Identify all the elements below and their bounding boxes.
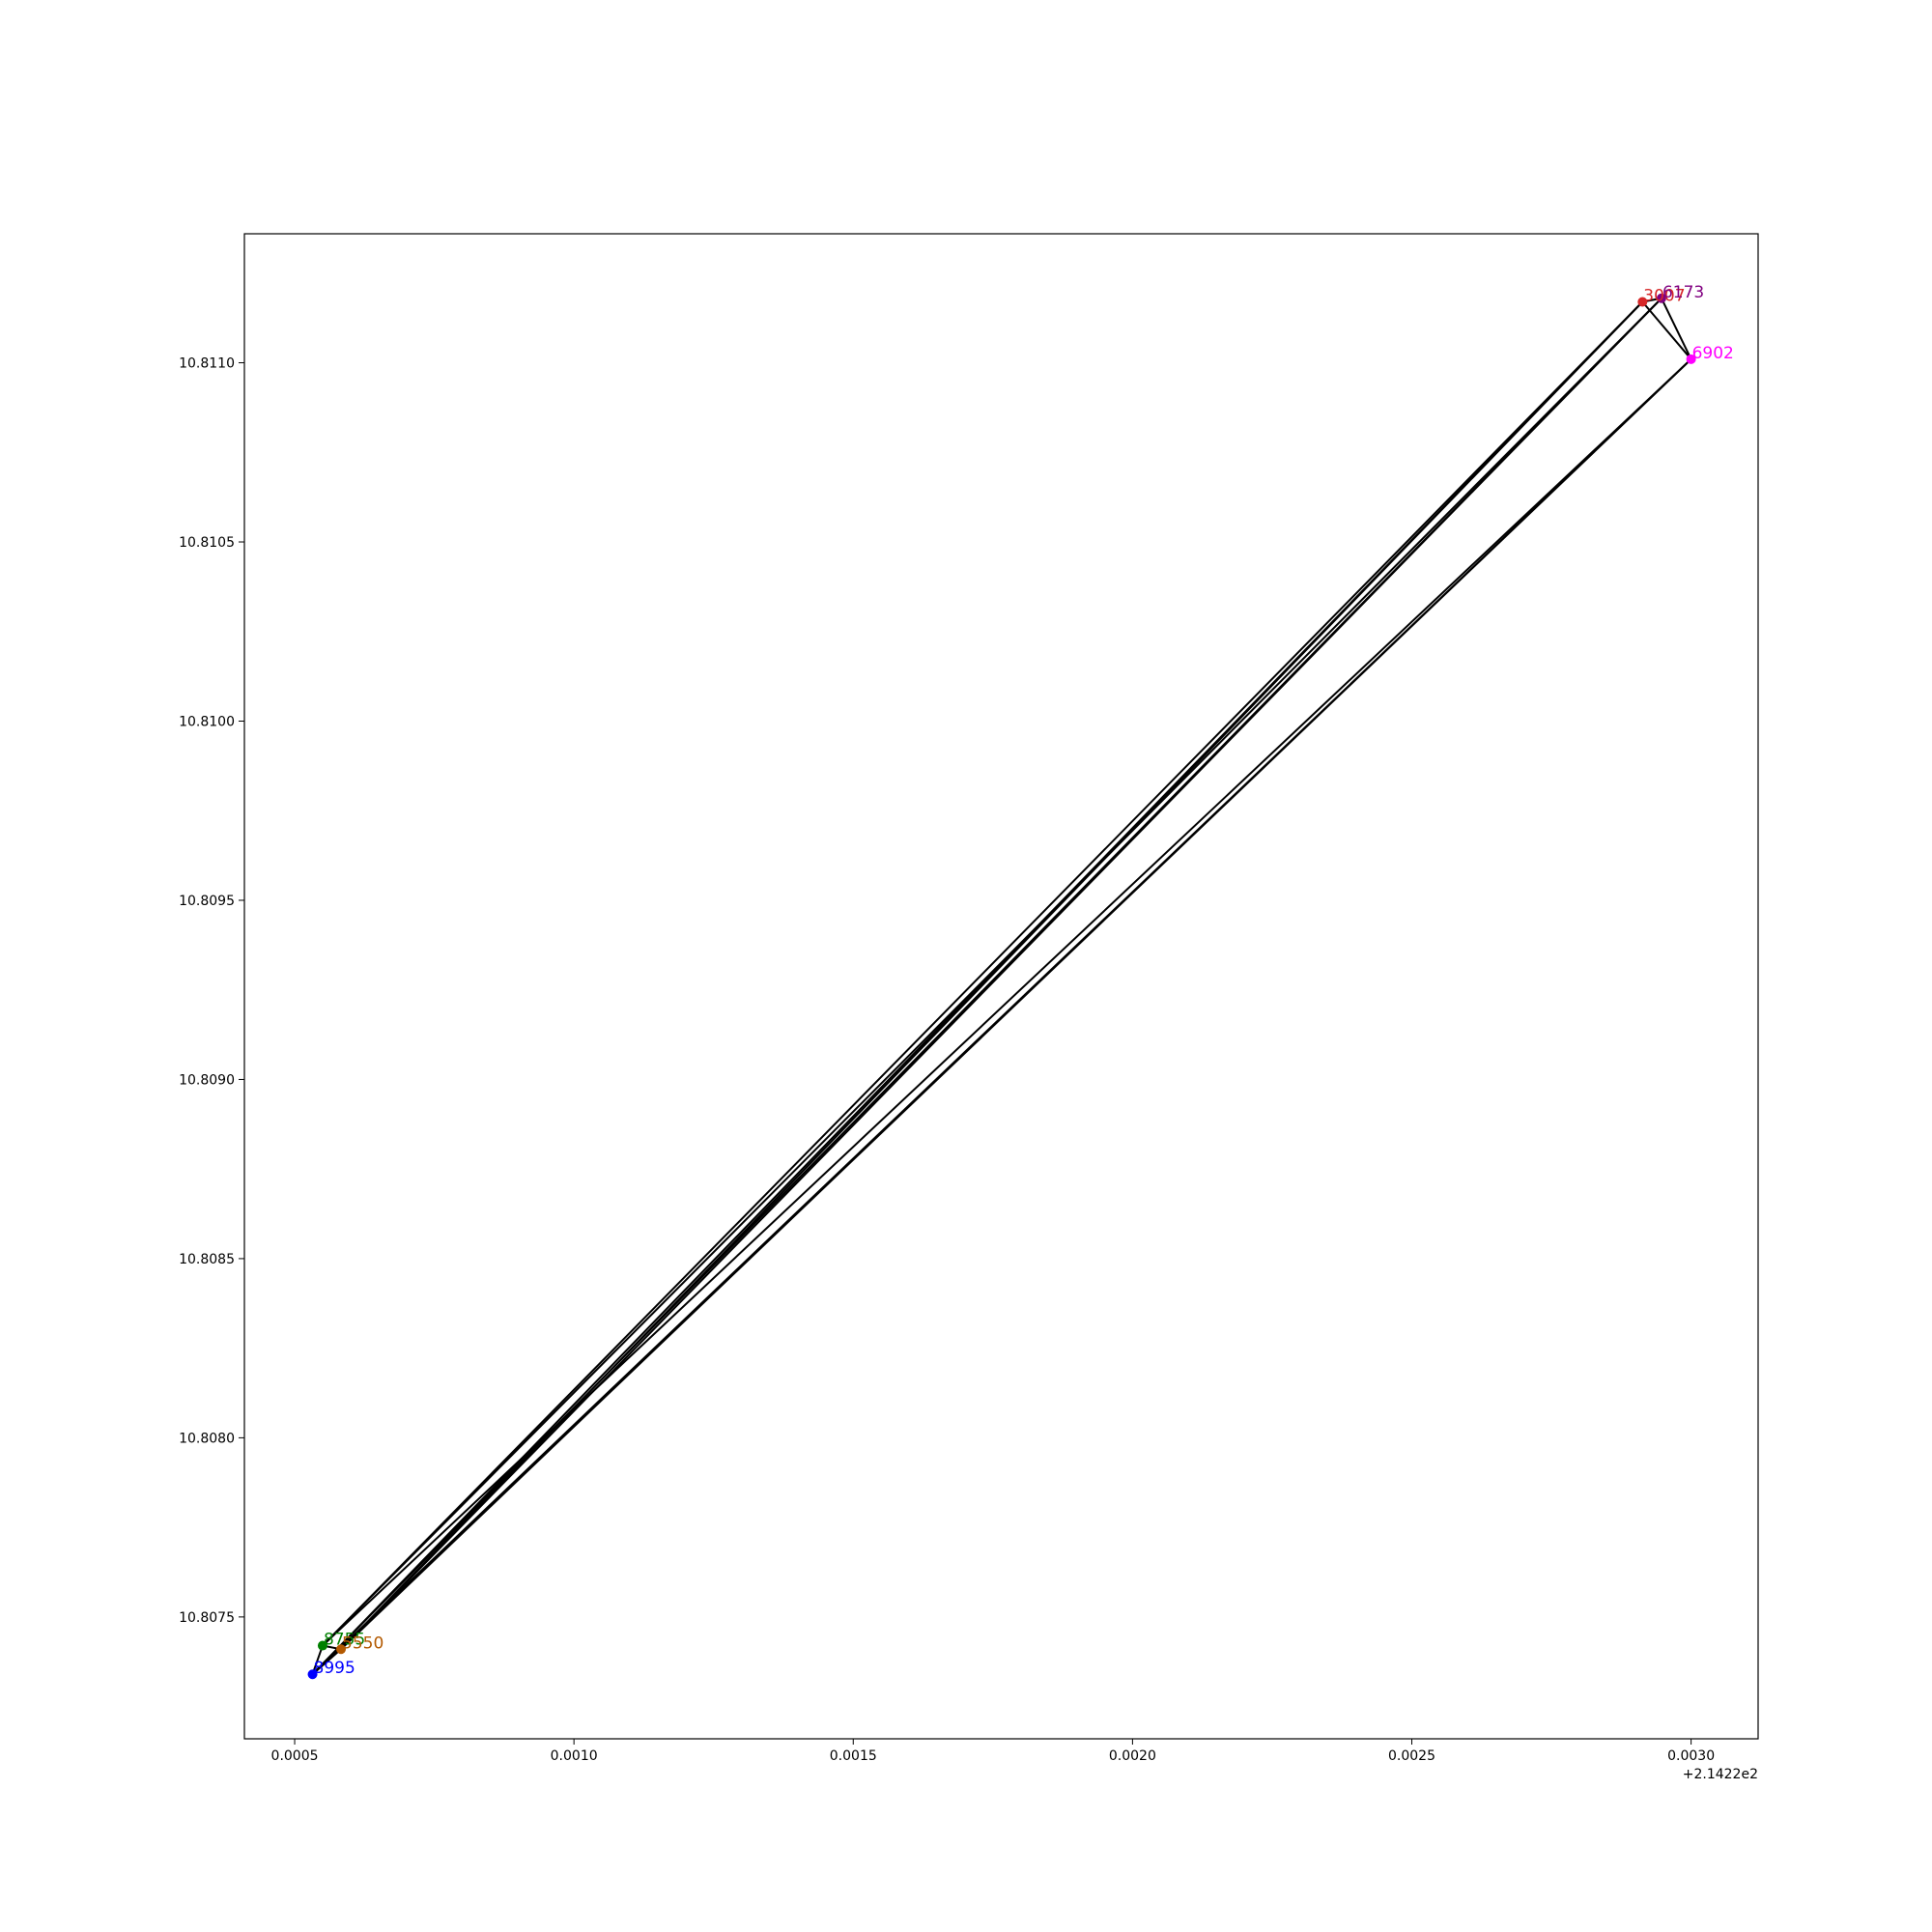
edge-line: [311, 1648, 342, 1675]
point-label: 3007: [1643, 286, 1685, 305]
data-point: [317, 1640, 327, 1651]
x-tick-label: 0.0015: [830, 1748, 877, 1764]
axes-frame: [243, 233, 1759, 1740]
points-layer: [307, 293, 1696, 1680]
edge-line: [322, 300, 1644, 1647]
data-point: [336, 1644, 347, 1655]
x-tick-label: 0.0020: [1109, 1748, 1156, 1764]
point-label: 5550: [342, 1634, 384, 1653]
point-label: 6902: [1692, 344, 1734, 363]
edges-layer: [311, 297, 1692, 1675]
x-tick-label: 0.0010: [551, 1748, 598, 1764]
data-point: [1686, 354, 1696, 364]
y-axis: 10.8075 10.8080 10.8085 10.8090 10.8095 10.81…: [179, 356, 244, 1626]
x-tick-label: 0.0030: [1667, 1748, 1715, 1764]
y-tick-label: 10.8090: [179, 1072, 235, 1088]
edge-line: [322, 358, 1692, 1647]
data-point: [1637, 297, 1648, 307]
point-label: 8995: [314, 1659, 355, 1678]
x-axis: 0.0005 0.0010 0.0015 0.0020 0.0025 0.0030: [271, 1739, 1715, 1764]
point-label: 6173: [1662, 283, 1704, 302]
edge-line: [311, 298, 1662, 1675]
data-point: [1656, 293, 1666, 303]
edge-line: [1641, 300, 1692, 360]
y-tick-label: 10.8100: [179, 714, 235, 729]
edge-line: [322, 298, 1662, 1647]
y-tick-label: 10.8075: [179, 1610, 235, 1626]
edge-line: [340, 358, 1692, 1650]
y-tick-label: 10.8085: [179, 1252, 235, 1267]
x-axis-offset-label: +2.1422e2: [1683, 1767, 1758, 1782]
x-tick-label: 0.0025: [1388, 1748, 1435, 1764]
y-tick-label: 10.8110: [179, 356, 235, 372]
y-tick-label: 10.8080: [179, 1431, 235, 1446]
edge-line: [311, 1645, 324, 1675]
data-point: [307, 1669, 318, 1680]
y-tick-label: 10.8105: [179, 535, 235, 551]
y-tick-label: 10.8095: [179, 894, 235, 909]
edge-line: [1661, 298, 1692, 360]
point-label: 8755: [324, 1631, 365, 1650]
x-tick-label: 0.0005: [271, 1748, 319, 1764]
